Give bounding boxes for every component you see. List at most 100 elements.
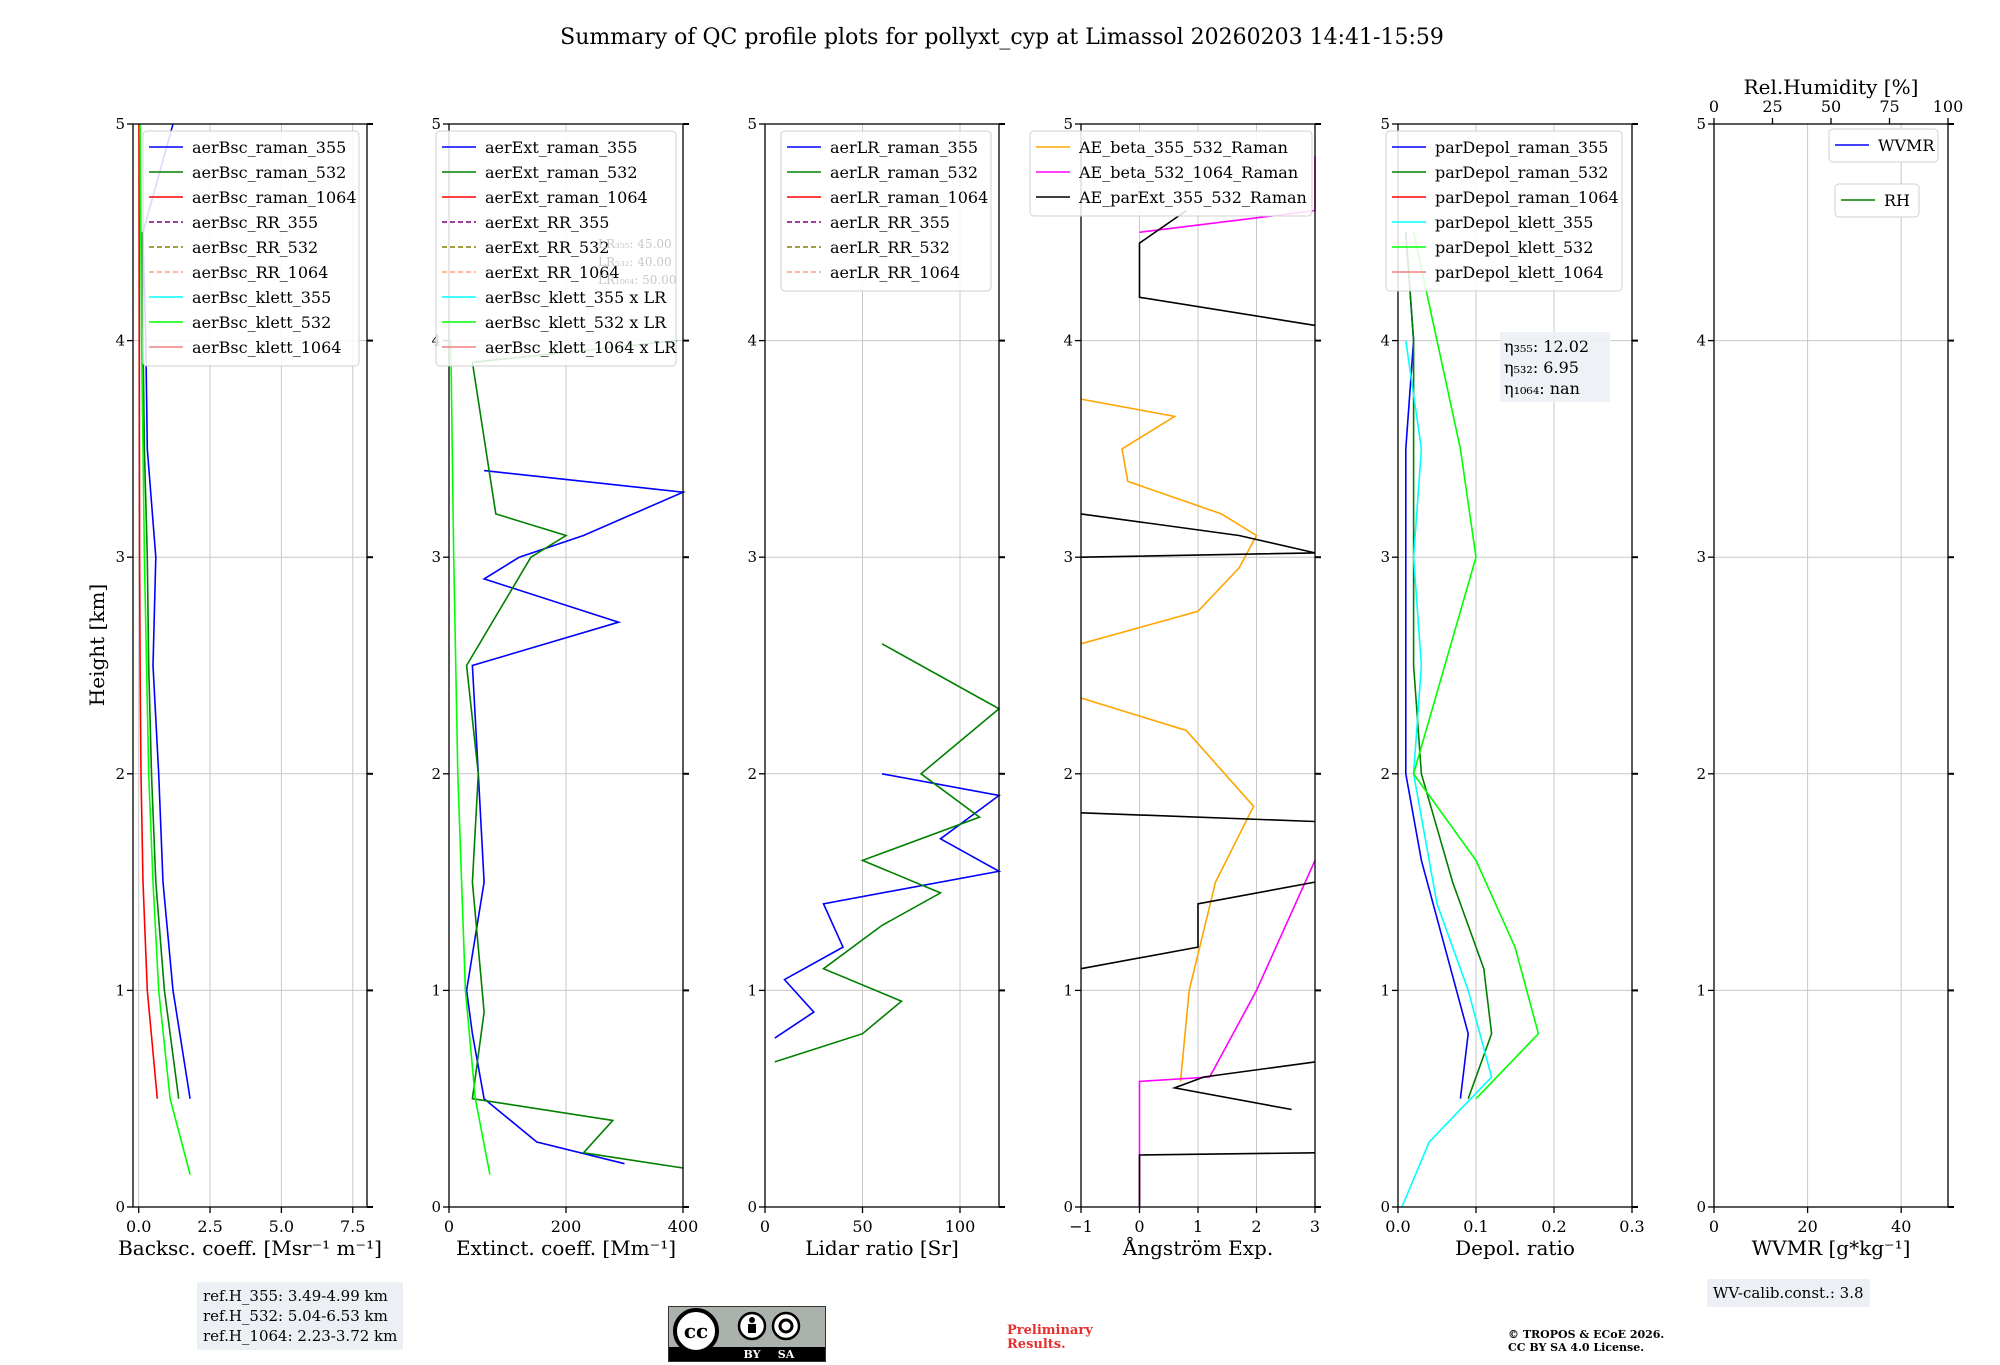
x-axis-label: Lidar ratio [Sr] [805,1236,959,1260]
series-aerBsc_raman_1064 [138,123,159,1099]
x-tick-label: 0.1 [1463,1217,1488,1236]
cc-badge-graphic: cc BY SA [669,1307,825,1361]
x-tick-label: 0.2 [1541,1217,1566,1236]
y-tick-label: 3 [1696,548,1706,566]
y-tick-label: 1 [1380,981,1390,999]
series-aerBsc_klett_532 [139,123,191,1175]
x-axis-label: Depol. ratio [1455,1236,1575,1260]
y-tick-label: 0 [1696,1198,1706,1216]
x-tick-label: 0 [1134,1217,1144,1236]
series-AE_parExt_355_532_Raman [1138,1152,1316,1207]
y-tick-label: 2 [1696,765,1706,783]
preliminary-note: Preliminary Results. [1007,1324,1093,1352]
y-tick-label: 1 [1063,981,1073,999]
series-AE_parExt_355_532_Raman [1080,881,1316,970]
x-tick-label: 20 [1797,1217,1817,1236]
legend-box [435,130,677,367]
legend-label: AE_parExt_355_532_Raman [1078,188,1307,207]
legend-label: aerBsc_RR_532 [192,238,318,257]
y-tick-label: 2 [747,765,757,783]
y-tick-label: 1 [431,981,441,999]
y-tick-label: 4 [1696,332,1706,350]
legend-label: aerExt_raman_532 [485,163,638,182]
series-aerLR_raman_355 [774,773,1002,1039]
y-tick-label: 5 [1696,115,1706,133]
copyright-line-1: © TROPOS & ECoE 2026. [1508,1328,1665,1341]
legend-box [1385,130,1623,292]
legend-label: aerBsc_raman_532 [192,163,346,182]
legend-label: aerExt_RR_532 [485,238,609,257]
preliminary-line-2: Results. [1007,1337,1066,1352]
figure-title: Summary of QC profile plots for pollyxt_… [560,25,1444,50]
y-tick-label: 4 [747,332,757,350]
series-AE_parExt_355_532_Raman [1080,812,1316,823]
top-tick-label: 50 [1821,97,1841,116]
series-parDepol_raman_355 [1405,232,1470,1099]
legend-label: aerLR_raman_532 [830,163,978,182]
legend-box [780,130,992,292]
series-parDepol_klett_532 [1412,232,1540,1100]
cc-text: cc [684,1319,708,1343]
x-tick-label: 50 [852,1217,872,1236]
legend-label: WVMR [1878,136,1935,155]
x-axis-label: Ångström Exp. [1122,1235,1273,1260]
top-tick-label: 25 [1762,97,1782,116]
y-tick-label: 5 [431,115,441,133]
axes-frame [764,123,1000,1208]
legend-label: aerExt_raman_1064 [485,188,648,207]
panel-depol: 0 1 2 3 4 5 0.0 0.1 0.2 0.3 Depol. ratio parDepol_r… [1380,115,1644,1260]
legend-box [1029,130,1313,217]
copyright-note: © TROPOS & ECoE 2026. CC BY SA 4.0 Licen… [1508,1328,1664,1354]
x-axis-label: Extinct. coeff. [Mm⁻¹] [456,1236,676,1260]
axes-frame [1080,123,1316,1208]
x-tick-label: 400 [668,1217,699,1236]
legend-label: aerBsc_klett_355 x LR [485,288,667,307]
legend-label: aerLR_RR_355 [830,213,950,232]
legend-box-wvmr [1828,128,1939,163]
series-parDepol_klett_355 [1401,340,1493,1208]
cc-circle-icon [673,1308,719,1354]
legend-label: aerBsc_klett_532 [192,313,331,332]
y-tick-label: 5 [1380,115,1390,133]
legend-label: aerExt_RR_355 [485,213,609,232]
legend-label: aerBsc_RR_355 [192,213,318,232]
series-AE_beta_355_532_Raman [1080,697,1255,1082]
eta-label: η₅₃₂: 6.95 [1504,358,1579,377]
y-tick-label: 1 [1696,981,1706,999]
legend-label: aerBsc_klett_1064 x LR [485,338,677,357]
series-aerExt_raman_355 [465,469,687,1165]
copyright-line-2: CC BY SA 4.0 License. [1508,1341,1645,1354]
legend-label: aerLR_RR_532 [830,238,950,257]
lr-note: LR₃₅₅: 45.00 [598,237,672,251]
eta-label: η₁₀₆₄: nan [1504,379,1580,398]
legend-label: parDepol_raman_532 [1435,163,1608,182]
series-parDepol_raman_532 [1405,232,1493,1099]
legend-label: aerLR_RR_1064 [830,263,960,282]
x-tick-label: 200 [551,1217,582,1236]
y-tick-label: 4 [1063,332,1073,350]
y-tick-label: 1 [115,981,125,999]
y-tick-label: 0 [115,1198,125,1216]
y-tick-label: 2 [1063,765,1073,783]
x-tick-label: −1 [1069,1217,1093,1236]
y-tick-label: 5 [115,115,125,133]
x-axis-label: WVMR [g*kg⁻¹] [1752,1236,1911,1260]
legend-label: parDepol_klett_532 [1435,238,1593,257]
lr-note: LR₅₃₂: 40.00 [598,255,672,269]
y-axis-label: Height [km] [85,584,109,706]
x-tick-label: 3 [1310,1217,1320,1236]
series-AE_parExt_355_532_Raman [1138,209,1316,327]
x-tick-label: 5.0 [269,1217,294,1236]
axes-frame [132,123,368,1208]
x-tick-label: 0 [444,1217,454,1236]
axes-frame [1397,123,1633,1208]
y-tick-label: 4 [115,332,125,350]
x-tick-label: 7.5 [340,1217,365,1236]
legend-label: aerLR_raman_355 [830,138,978,157]
y-tick-label: 2 [1380,765,1390,783]
y-tick-label: 0 [1063,1198,1073,1216]
axes-frame [1713,123,1949,1208]
axes-frame [448,123,684,1208]
